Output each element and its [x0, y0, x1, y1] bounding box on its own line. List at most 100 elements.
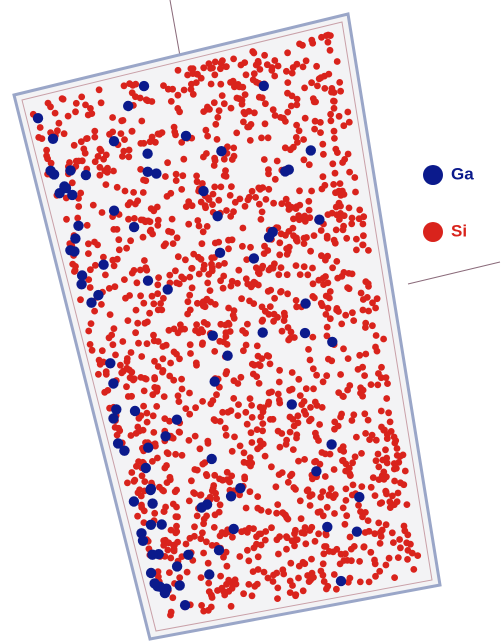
- atom: [340, 457, 347, 464]
- atom: [43, 152, 50, 159]
- atom: [323, 543, 330, 550]
- atom: [257, 186, 264, 193]
- atom: [110, 226, 117, 233]
- atom: [229, 524, 239, 534]
- atom: [183, 541, 190, 548]
- atom: [172, 131, 179, 138]
- atom: [203, 471, 210, 478]
- atom: [235, 412, 242, 419]
- atom: [368, 381, 375, 388]
- atom: [149, 458, 156, 465]
- atom: [228, 105, 235, 112]
- atom: [259, 263, 266, 270]
- atom: [141, 508, 148, 515]
- atom: [310, 280, 317, 287]
- atom: [240, 119, 247, 126]
- atom: [92, 262, 99, 269]
- atom: [251, 545, 258, 552]
- atom: [301, 456, 308, 463]
- atom: [170, 240, 177, 247]
- atom: [249, 281, 256, 288]
- atom: [101, 389, 108, 396]
- atom: [368, 484, 375, 491]
- atom: [115, 425, 122, 432]
- atom: [112, 352, 119, 359]
- atom: [383, 455, 390, 462]
- atom: [347, 575, 354, 582]
- atom: [138, 353, 145, 360]
- atom: [220, 273, 227, 280]
- atom: [294, 61, 301, 68]
- atom: [317, 119, 324, 126]
- atom: [176, 574, 183, 581]
- atom: [323, 532, 330, 539]
- atom: [244, 321, 251, 328]
- atom: [335, 423, 342, 430]
- atom: [343, 512, 350, 519]
- atom: [404, 556, 411, 563]
- atom: [171, 542, 178, 549]
- atom: [87, 105, 94, 112]
- atom: [211, 524, 218, 531]
- atom: [311, 466, 321, 476]
- atom: [339, 273, 346, 280]
- atom: [153, 403, 160, 410]
- atom: [222, 425, 229, 432]
- atom: [144, 340, 151, 347]
- atom: [126, 147, 133, 154]
- atom: [288, 103, 295, 110]
- atom: [167, 476, 174, 483]
- atom: [359, 513, 366, 520]
- atom: [92, 158, 99, 165]
- atom: [284, 271, 291, 278]
- atom: [347, 534, 354, 541]
- atom: [56, 120, 63, 127]
- atom: [164, 159, 171, 166]
- atom: [329, 264, 336, 271]
- atom: [366, 436, 373, 443]
- atom: [155, 131, 162, 138]
- atom: [275, 391, 282, 398]
- atom: [198, 574, 205, 581]
- atom: [194, 217, 201, 224]
- atom: [254, 493, 261, 500]
- atom: [247, 395, 254, 402]
- atom: [97, 164, 104, 171]
- atom: [300, 328, 310, 338]
- atom: [259, 209, 266, 216]
- atom: [227, 79, 234, 86]
- atom: [271, 260, 278, 267]
- page: {"legend": [{"label": "Ga", "color": "#0…: [0, 0, 502, 641]
- atom: [48, 160, 55, 167]
- atom: [246, 525, 253, 532]
- atom: [188, 477, 195, 484]
- atom: [175, 330, 182, 337]
- atom: [259, 81, 269, 91]
- atom: [341, 191, 348, 198]
- atom: [342, 521, 349, 528]
- atom: [361, 543, 368, 550]
- atom: [211, 348, 218, 355]
- atom: [47, 103, 54, 110]
- atom: [125, 216, 132, 223]
- atom: [295, 212, 302, 219]
- atom: [214, 587, 221, 594]
- atom: [392, 437, 399, 444]
- atom: [265, 134, 272, 141]
- atom: [121, 136, 128, 143]
- atom: [309, 475, 316, 482]
- atom: [203, 127, 210, 134]
- atom: [146, 520, 156, 530]
- atom: [354, 492, 364, 502]
- atom: [130, 406, 140, 416]
- atom: [360, 232, 367, 239]
- atom: [85, 250, 92, 257]
- atom: [254, 446, 261, 453]
- atom: [282, 144, 289, 151]
- atom: [358, 483, 365, 490]
- atom: [186, 437, 193, 444]
- atom: [405, 547, 412, 554]
- atom: [242, 91, 249, 98]
- atom: [175, 580, 185, 590]
- atom: [284, 109, 291, 116]
